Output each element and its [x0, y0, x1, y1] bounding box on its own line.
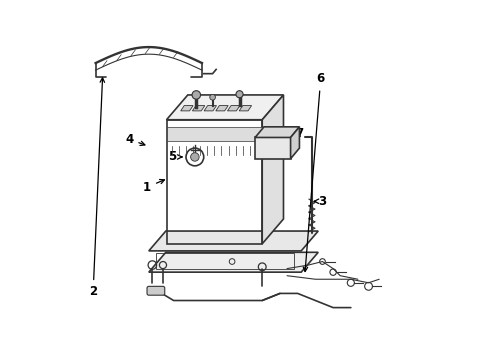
- Polygon shape: [255, 127, 299, 138]
- Polygon shape: [239, 105, 251, 111]
- Polygon shape: [215, 105, 228, 111]
- Circle shape: [190, 153, 199, 161]
- Polygon shape: [203, 105, 216, 111]
- Polygon shape: [148, 252, 318, 272]
- Text: 5: 5: [167, 150, 182, 163]
- Text: 3: 3: [314, 195, 326, 208]
- Polygon shape: [166, 95, 283, 120]
- Polygon shape: [255, 138, 290, 159]
- Polygon shape: [227, 105, 240, 111]
- Text: 7: 7: [295, 127, 303, 140]
- Polygon shape: [148, 231, 318, 251]
- Circle shape: [192, 91, 200, 99]
- Circle shape: [209, 94, 215, 100]
- Text: 6: 6: [303, 72, 324, 271]
- Polygon shape: [192, 105, 204, 111]
- Text: 2: 2: [89, 78, 104, 298]
- Text: 4: 4: [125, 133, 144, 146]
- FancyBboxPatch shape: [147, 286, 164, 295]
- Text: 1: 1: [142, 180, 164, 194]
- Polygon shape: [181, 105, 193, 111]
- Polygon shape: [290, 127, 299, 159]
- Polygon shape: [166, 127, 262, 141]
- Polygon shape: [262, 95, 283, 244]
- Circle shape: [236, 91, 243, 98]
